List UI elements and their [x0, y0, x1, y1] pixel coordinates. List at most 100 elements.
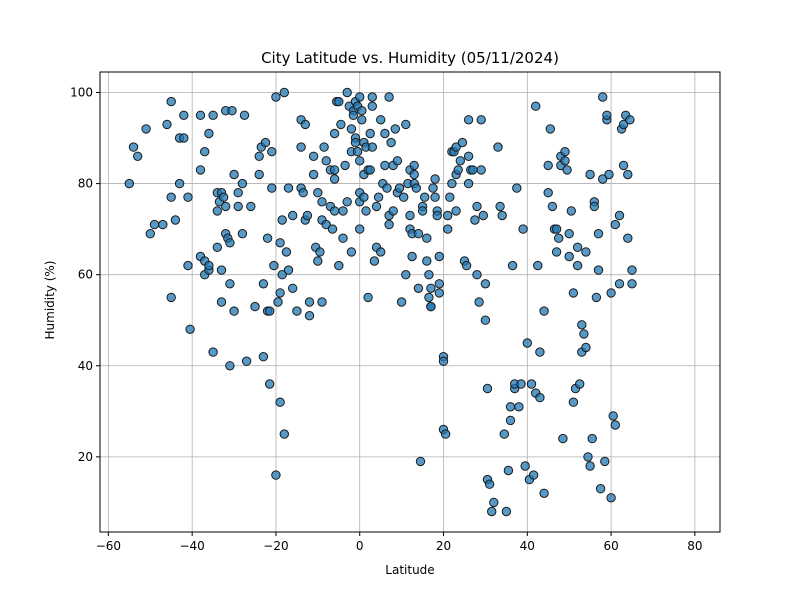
data-point [371, 201, 382, 212]
data-point [329, 128, 340, 139]
x-tick-label: 20 [436, 539, 451, 553]
data-point [317, 197, 327, 207]
data-point [451, 206, 461, 216]
data-point [225, 279, 235, 289]
data-point [185, 324, 195, 334]
data-point [551, 224, 562, 234]
data-point [614, 210, 625, 221]
data-point [583, 452, 593, 462]
data-point [539, 488, 549, 498]
data-point [302, 210, 313, 221]
data-point [204, 260, 214, 271]
data-point [543, 188, 553, 198]
y-tick-label: 100 [70, 85, 93, 99]
data-point [595, 484, 606, 494]
data-point [386, 137, 396, 148]
data-point [610, 219, 620, 230]
data-point [265, 306, 275, 316]
data-point [572, 242, 583, 253]
data-point [342, 87, 352, 98]
data-point [501, 506, 512, 517]
data-point [315, 247, 325, 257]
data-point [520, 461, 530, 471]
data-point [512, 183, 522, 193]
data-point [585, 169, 595, 180]
data-point [430, 174, 440, 184]
data-point [489, 497, 499, 508]
data-point [430, 192, 440, 202]
data-point [470, 215, 480, 225]
data-point [505, 415, 516, 426]
data-point [208, 347, 218, 357]
data-point [443, 224, 453, 234]
data-point [149, 219, 160, 230]
data-point [572, 260, 583, 271]
data-point [367, 92, 377, 102]
data-point [179, 133, 189, 143]
data-point [401, 270, 411, 280]
data-point [376, 115, 386, 125]
data-point [237, 178, 248, 189]
data-point [133, 151, 143, 162]
data-point [562, 165, 572, 175]
y-tick-label: 80 [78, 177, 93, 191]
plot-frame [99, 71, 721, 533]
data-point [298, 188, 308, 198]
data-point [625, 115, 635, 125]
x-tick-label: 60 [603, 539, 618, 553]
data-point [593, 229, 604, 239]
data-point [233, 201, 243, 212]
x-tick-label: 0 [356, 539, 364, 553]
data-point [618, 119, 629, 130]
data-point [275, 397, 285, 407]
data-point [342, 197, 352, 207]
x-tick-label: 80 [687, 539, 702, 553]
data-point [319, 142, 329, 152]
data-point [451, 142, 461, 152]
data-point [566, 206, 576, 216]
data-point [250, 301, 260, 312]
data-point [518, 224, 528, 234]
data-point [329, 165, 340, 175]
axis-ticks: −60 −40 −20 0 20 40 60 80 20 40 60 80 100 [70, 85, 702, 553]
data-point [357, 106, 367, 116]
data-point [346, 124, 357, 134]
data-point [321, 219, 331, 230]
data-point [355, 156, 365, 166]
data-point [499, 429, 509, 439]
data-point [174, 178, 185, 189]
data-point [258, 279, 269, 289]
data-point [267, 147, 277, 157]
data-point [463, 115, 474, 125]
data-point [233, 188, 243, 198]
data-point [577, 320, 587, 330]
data-point [380, 160, 390, 171]
data-point [533, 260, 543, 271]
data-point [434, 279, 444, 289]
data-point [128, 142, 139, 152]
data-point [288, 210, 298, 221]
y-tick-label: 40 [78, 359, 93, 373]
data-point [484, 479, 495, 489]
data-point [124, 178, 135, 189]
data-point [271, 470, 281, 480]
data-point [350, 137, 361, 148]
data-point [623, 169, 633, 180]
data-point [564, 229, 574, 239]
data-point [288, 283, 298, 293]
data-point [539, 306, 549, 316]
data-point [225, 361, 235, 371]
data-point [390, 124, 400, 134]
data-point [422, 256, 432, 266]
data-point [254, 169, 264, 180]
data-point [600, 456, 610, 467]
data-point [283, 183, 294, 193]
data-point [183, 192, 193, 202]
data-point [304, 311, 315, 321]
data-point [277, 270, 287, 280]
data-point [237, 229, 248, 239]
data-point [476, 115, 486, 125]
data-point [340, 160, 350, 171]
data-point [359, 192, 369, 202]
